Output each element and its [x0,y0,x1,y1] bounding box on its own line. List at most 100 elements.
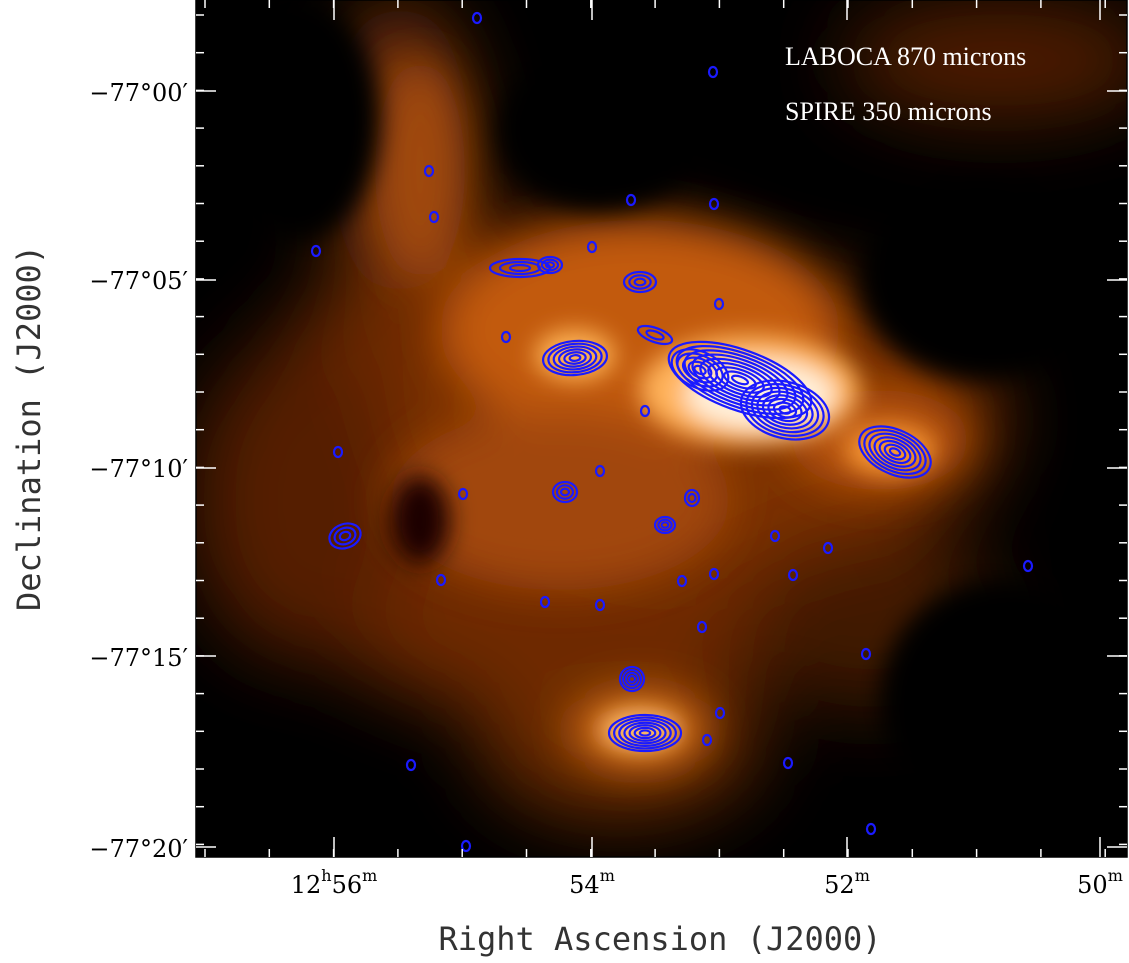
contour-spot [769,529,781,543]
contour-line [624,671,640,687]
contour-spot [701,733,713,747]
contour-line [873,436,917,468]
contour-spot [822,541,834,555]
contour-spot [594,598,606,612]
contour-spot [708,567,720,581]
contour-line [657,518,673,532]
contour-line [621,668,643,690]
contour-line [778,405,792,415]
contour-spot [405,758,417,772]
y-tick-label: −77°00′ [89,79,188,107]
contour-line [547,342,603,374]
contour-spot [457,487,469,501]
contour-spot [594,464,606,478]
y-tick-label: −77°15′ [89,644,188,672]
x-tick-label: 50m [1077,866,1123,899]
laboca-emission-map [196,0,1127,857]
contour-spot [714,706,726,720]
contour-line [552,345,598,371]
contour-spot [708,197,720,211]
contour-spot [500,330,512,344]
contour-spot [696,620,708,634]
y-tick-label: −77°05′ [89,267,188,295]
x-tick-label: 54m [569,866,615,899]
contour-line [739,379,831,441]
contour-spot [860,647,872,661]
contour-line [693,364,707,376]
x-tick-label: 52m [824,866,870,899]
x-tick-labels: 12h56m 54m 52m 50m [291,866,1123,899]
y-axis-title: Declination (J2000) [10,245,48,611]
contour-spot [1022,559,1034,573]
contour-line [756,390,814,430]
contour-line [555,484,575,500]
contour-spot [713,297,725,311]
contour-line [618,665,646,693]
contour-line [557,348,593,368]
contour-line [676,352,724,388]
contour-spot [310,244,322,258]
contour-line [613,716,677,750]
contour-line [544,261,556,269]
contour-spot [707,65,719,79]
contour-spot [460,839,472,853]
contour-line [868,432,922,472]
contour-line [333,526,357,546]
contour-line [541,339,609,377]
contour-line [761,394,809,426]
contour-spot [423,164,435,178]
y-tick-label: −77°20′ [89,835,188,863]
contour-spot [639,404,651,418]
contour-line [888,447,902,457]
contour-line [660,521,670,529]
contour-spot [676,574,688,588]
x-axis-title: Right Ascension (J2000) [438,920,881,958]
contour-line [636,324,674,346]
contour-line [508,263,532,273]
contour-spot [782,756,794,770]
contour-line [670,348,730,392]
spire-contours [310,11,1034,853]
contour-spot [428,210,440,224]
contour-line [622,270,658,294]
contour-line [607,713,683,753]
contour-line [750,386,820,434]
x-tick-label: 12h56m [291,866,378,899]
contour-line [878,439,912,465]
contour-line [645,329,665,341]
contour-line [551,480,579,504]
contour-line [730,374,750,386]
contour-line [772,401,798,419]
legend-laboca: LABOCA 870 microns [785,42,1026,71]
y-tick-labels: −77°00′ −77°05′ −77°10′ −77°15′ −77°20′ [89,79,188,863]
contour-line [683,488,701,508]
contour-line [653,515,677,535]
contour-line [767,397,803,423]
contour-line [559,487,571,497]
contour-line [568,354,582,362]
legend-spire: SPIRE 350 microns [785,97,992,126]
contour-line [338,530,352,542]
contour-line [687,492,697,504]
contour-spot [865,822,877,836]
contour-line [687,360,713,380]
contour-line [858,425,932,479]
contour-spot [435,573,447,587]
contour-line [723,370,757,390]
y-tick-label: −77°10′ [89,455,188,483]
contour-spot [625,193,637,207]
contour-spot [539,595,551,609]
contour-line [628,274,652,290]
contour-line [328,522,362,550]
contour-line [633,277,647,287]
contour-line [623,721,667,745]
contour-line [540,258,560,272]
contour-line [633,726,657,740]
contour-spot [787,568,799,582]
contour-line [618,719,672,747]
contour-spot [332,445,344,459]
contour-line [883,443,907,461]
contour-line [628,724,662,742]
contour-line [681,356,719,384]
